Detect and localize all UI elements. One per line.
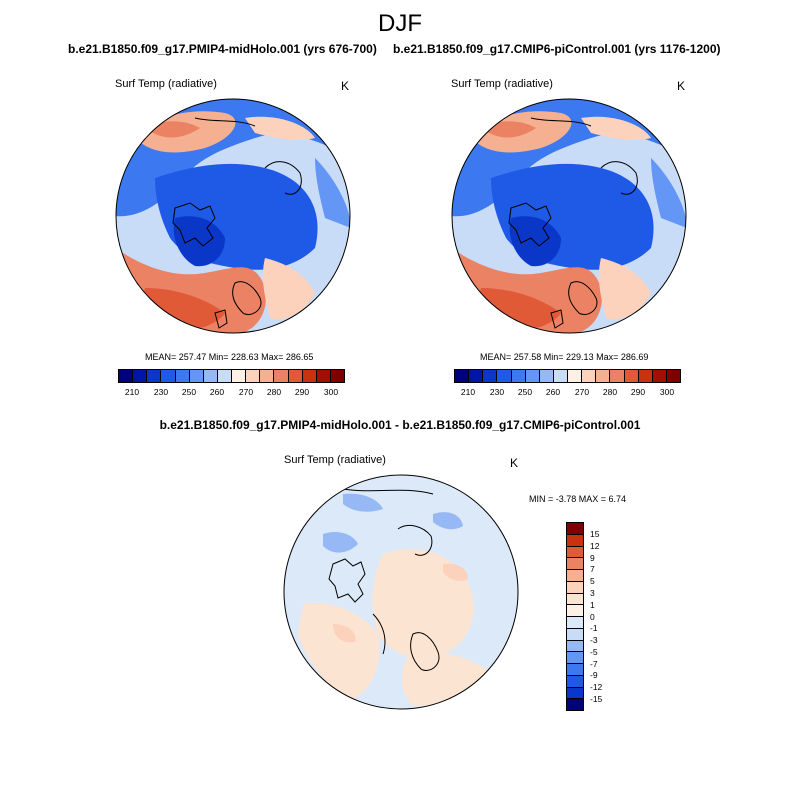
panel1-colorbar-ticks: 210 230 250 260 270 280 290 300 [118, 387, 345, 399]
panel2-title: b.e21.B1850.f09_g17.CMIP6-piControl.001 … [393, 42, 721, 56]
panel1-tick: 270 [238, 387, 254, 397]
panel3-variable-label: Surf Temp (radiative) [284, 454, 386, 466]
panel3-tick: 9 [590, 553, 595, 563]
panel2-tick: 250 [517, 387, 533, 397]
panel1-tick: 210 [124, 387, 140, 397]
panel3-tick: 7 [590, 564, 595, 574]
panel1-colorbar [118, 369, 345, 383]
panel2-tick: 300 [659, 387, 675, 397]
panel1-units-label: K [341, 79, 350, 93]
panel3-tick: 0 [590, 612, 595, 622]
panel3-tick: 5 [590, 576, 595, 586]
panel1-variable-label: Surf Temp (radiative) [115, 78, 217, 90]
panel3-tick: -7 [590, 659, 598, 669]
panel1-tick: 230 [153, 387, 169, 397]
panel2-tick: 270 [574, 387, 590, 397]
panel1-polar-map [115, 98, 351, 334]
panel1-tick: 260 [209, 387, 225, 397]
panel2-tick: 230 [489, 387, 505, 397]
panel2-stats: MEAN= 257.58 Min= 229.13 Max= 286.69 [480, 352, 649, 362]
panel3-tick: 12 [590, 541, 600, 551]
panel3-tick: -15 [590, 694, 603, 704]
panel1-tick: 290 [294, 387, 310, 397]
panel3-tick: 1 [590, 600, 595, 610]
panel2-tick: 290 [630, 387, 646, 397]
panel2-tick: 210 [460, 387, 476, 397]
panel3-tick: -5 [590, 647, 598, 657]
figure-title: DJF [378, 10, 422, 37]
panel3-colorbar [566, 522, 584, 711]
panel3-units-label: K [510, 456, 519, 470]
panel1-tick: 250 [181, 387, 197, 397]
panel2-tick: 260 [545, 387, 561, 397]
panel2-variable-label: Surf Temp (radiative) [451, 78, 553, 90]
panel1-tick: 300 [323, 387, 339, 397]
panel3-tick: -12 [590, 682, 603, 692]
panel2-units-label: K [677, 79, 686, 93]
panel3-polar-map [283, 474, 519, 710]
panel2-tick: 280 [602, 387, 618, 397]
panel3-stats: MIN = -3.78 MAX = 6.74 [529, 494, 627, 504]
panel3-tick: 3 [590, 588, 595, 598]
panel1-title: b.e21.B1850.f09_g17.PMIP4-midHolo.001 (y… [68, 42, 377, 56]
panel3-tick: -9 [590, 670, 598, 680]
panel3-tick: -3 [590, 635, 598, 645]
panel2-colorbar-ticks: 210 230 250 260 270 280 290 300 [454, 387, 681, 399]
panel3-tick: -1 [590, 623, 598, 633]
panel2-polar-map [451, 98, 687, 334]
panel1-tick: 280 [266, 387, 282, 397]
panel3-tick: 15 [590, 529, 600, 539]
panel1-stats: MEAN= 257.47 Min= 228.63 Max= 286.65 [145, 352, 314, 362]
panel2-colorbar [454, 369, 681, 383]
panel3-colorbar-ticks: 15 12 9 7 5 3 1 0 -1 -3 -5 -7 -9 -12 -15 [590, 522, 620, 711]
panel3-title: b.e21.B1850.f09_g17.PMIP4-midHolo.001 - … [159, 418, 641, 432]
